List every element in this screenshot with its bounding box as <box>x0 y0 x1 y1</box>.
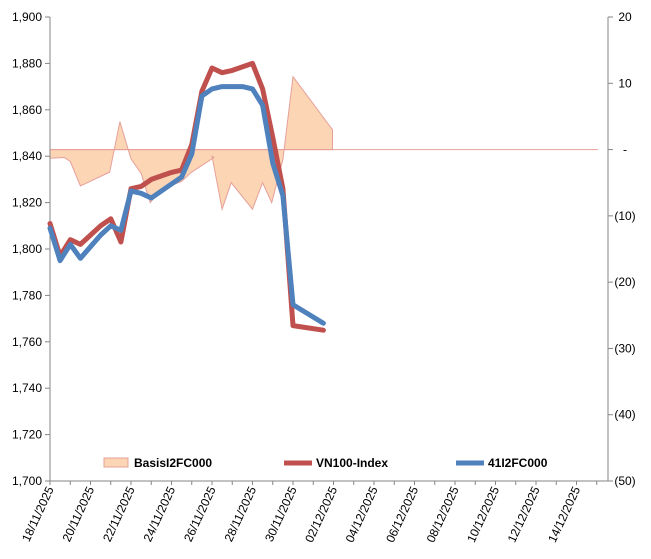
x-tick-label: 12/12/2025 <box>505 484 543 545</box>
x-tick-label: 26/11/2025 <box>181 484 219 544</box>
left-tick-label: 1,720 <box>12 428 42 442</box>
x-tick-label: 02/12/2025 <box>302 484 340 545</box>
left-tick-label: 1,800 <box>12 242 42 256</box>
right-tick-label: 10 <box>618 76 632 90</box>
x-tick-label: 30/11/2025 <box>262 484 300 544</box>
legend-label-basis: BasisI2FC000 <box>134 456 212 470</box>
x-tick-label: 24/11/2025 <box>141 484 179 544</box>
axes-layer <box>49 17 609 482</box>
left-tick-label: 1,700 <box>12 474 42 488</box>
legend-swatch-basis <box>103 457 129 468</box>
right-tick-label: (10) <box>614 209 635 223</box>
line-series-layer <box>47 60 326 333</box>
left-tick-label: 1,860 <box>12 103 42 117</box>
x-tick-label: 08/12/2025 <box>424 484 462 545</box>
right-tick-label: (30) <box>614 341 635 355</box>
left-tick-label: 1,820 <box>12 196 42 210</box>
legend-label-41i2fc000: 41I2FC000 <box>488 456 548 470</box>
x-tick-label: 20/11/2025 <box>60 484 98 544</box>
legend-label-vn100: VN100-Index <box>316 456 388 470</box>
right-y-tick-labels: (50) (40) (30) (20) (10) - 10 20 <box>608 10 636 488</box>
x-tick-label: 04/12/2025 <box>343 484 381 545</box>
left-tick-label: 1,900 <box>12 10 42 24</box>
left-y-tick-labels: 1,700 1,720 1,740 1,760 1,780 1,800 1,820 1,840… <box>12 10 50 488</box>
right-tick-label: 20 <box>618 10 632 24</box>
series-line-vn100-index <box>47 60 326 333</box>
series-line-41i2fc000 <box>47 84 326 326</box>
legend: BasisI2FC000 VN100-Index 41I2FC000 <box>103 456 548 470</box>
left-tick-label: 1,760 <box>12 335 42 349</box>
left-tick-label: 1,740 <box>12 381 42 395</box>
left-tick-label: 1,840 <box>12 149 42 163</box>
x-tick-label: 06/12/2025 <box>383 484 421 545</box>
x-tick-label: 18/11/2025 <box>19 484 57 544</box>
right-tick-label: (40) <box>614 408 635 422</box>
x-tick-label: 14/12/2025 <box>545 484 583 545</box>
left-tick-label: 1,880 <box>12 56 42 70</box>
x-tick-label: 10/12/2025 <box>464 484 502 545</box>
x-tick-label: 22/11/2025 <box>100 484 138 544</box>
basis-area-layer <box>49 75 333 212</box>
x-tick-label: 28/11/2025 <box>222 484 260 544</box>
right-tick-label: (50) <box>614 474 635 488</box>
x-tick-labels: 18/11/2025 20/11/2025 22/11/2025 24/11/2025… <box>19 481 598 545</box>
basis-area <box>49 75 333 212</box>
right-tick-label: (20) <box>614 275 635 289</box>
right-tick-label: - <box>623 143 627 157</box>
left-tick-label: 1,780 <box>12 288 42 302</box>
